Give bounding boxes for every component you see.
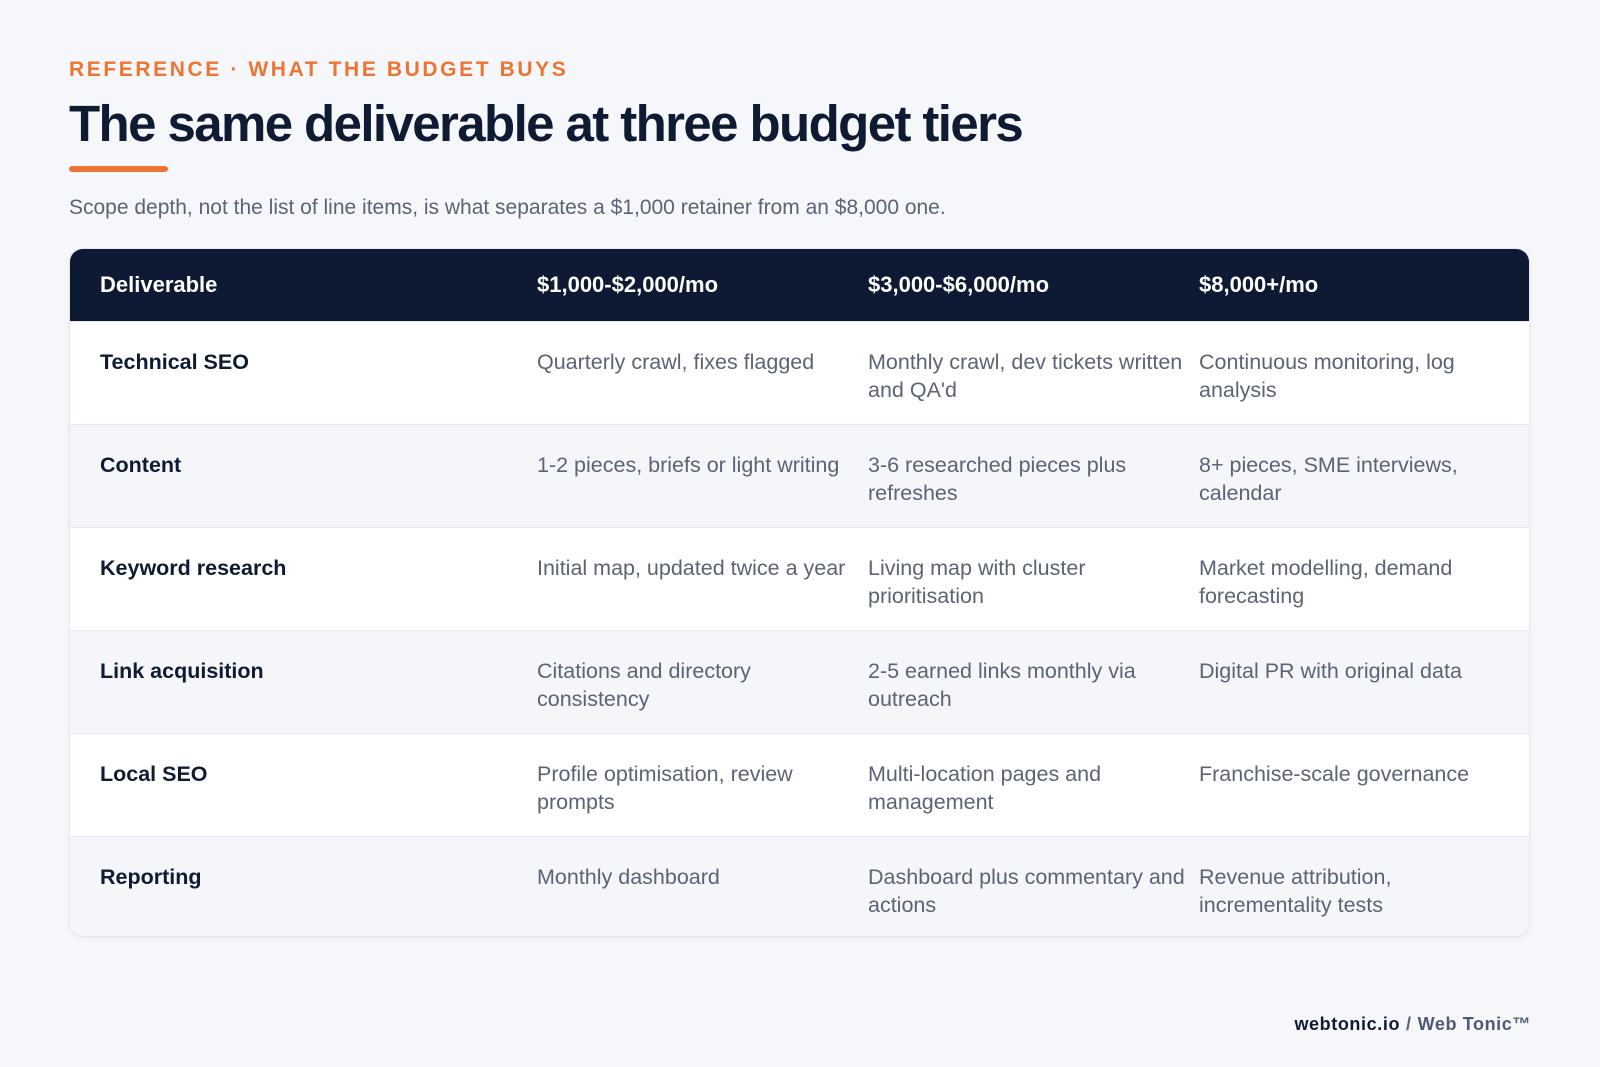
row-label: Link acquisition (100, 659, 264, 683)
tier-2-cell: 2-5 earned links monthly via outreach (868, 659, 1136, 711)
eyebrow-label: REFERENCE · WHAT THE BUDGET BUYS (69, 58, 569, 81)
table-row: Content 1-2 pieces, briefs or light writ… (70, 424, 1529, 527)
table-row: Reporting Monthly dashboard Dashboard pl… (70, 836, 1529, 936)
tier-2-cell: Living map with cluster prioritisation (868, 556, 1086, 608)
table-header-row: Deliverable $1,000-$2,000/mo $3,000-$6,0… (70, 249, 1529, 321)
tier-3-cell: Continuous monitoring, log analysis (1199, 350, 1455, 402)
budget-tier-table: Deliverable $1,000-$2,000/mo $3,000-$6,0… (69, 248, 1530, 937)
tier-3-cell: Revenue attribution, incrementality test… (1199, 865, 1392, 917)
table-row: Keyword research Initial map, updated tw… (70, 527, 1529, 630)
footer-brand: Web Tonic™ (1417, 1014, 1531, 1034)
tier-1-cell: Citations and directory consistency (537, 659, 751, 711)
row-label: Reporting (100, 865, 202, 889)
tier-1-cell: Quarterly crawl, fixes flagged (537, 350, 815, 374)
tier-3-cell: Digital PR with original data (1199, 659, 1462, 683)
footer-credit: webtonic.io / Web Tonic™ (1294, 1014, 1531, 1035)
tier-3-cell: Franchise-scale governance (1199, 762, 1470, 786)
column-header-tier-1: $1,000-$2,000/mo (537, 272, 719, 297)
page-subtitle: Scope depth, not the list of line items,… (69, 196, 946, 219)
table-row: Technical SEO Quarterly crawl, fixes fla… (70, 321, 1529, 424)
row-label: Technical SEO (100, 350, 249, 374)
tier-2-cell: Monthly crawl, dev tickets written and Q… (868, 350, 1183, 402)
column-header-tier-2: $3,000-$6,000/mo (868, 272, 1050, 297)
tier-2-cell: Dashboard plus commentary and actions (868, 865, 1185, 917)
tier-1-cell: Initial map, updated twice a year (537, 556, 846, 580)
title-accent-rule (69, 166, 168, 172)
footer-domain: webtonic.io (1294, 1014, 1401, 1034)
tier-2-cell: 3-6 researched pieces plus refreshes (868, 453, 1127, 505)
page-title: The same deliverable at three budget tie… (69, 95, 1024, 152)
row-label: Keyword research (100, 556, 287, 580)
tier-2-cell: Multi-location pages and management (868, 762, 1102, 814)
column-header-tier-3: $8,000+/mo (1199, 272, 1319, 297)
table-row: Link acquisition Citations and directory… (70, 630, 1529, 733)
tier-3-cell: Market modelling, demand forecasting (1199, 556, 1453, 608)
row-label: Content (100, 453, 182, 477)
tier-1-cell: Monthly dashboard (537, 865, 720, 889)
tier-1-cell: 1-2 pieces, briefs or light writing (537, 453, 840, 477)
page: REFERENCE · WHAT THE BUDGET BUYS The sam… (69, 0, 1531, 1067)
tier-3-cell: 8+ pieces, SME interviews, calendar (1199, 453, 1458, 505)
footer-separator: / (1406, 1014, 1412, 1034)
table-row: Local SEO Profile optimisation, review p… (70, 733, 1529, 836)
row-label: Local SEO (100, 762, 208, 786)
column-header-deliverable: Deliverable (100, 272, 218, 297)
tier-1-cell: Profile optimisation, review prompts (537, 762, 793, 814)
